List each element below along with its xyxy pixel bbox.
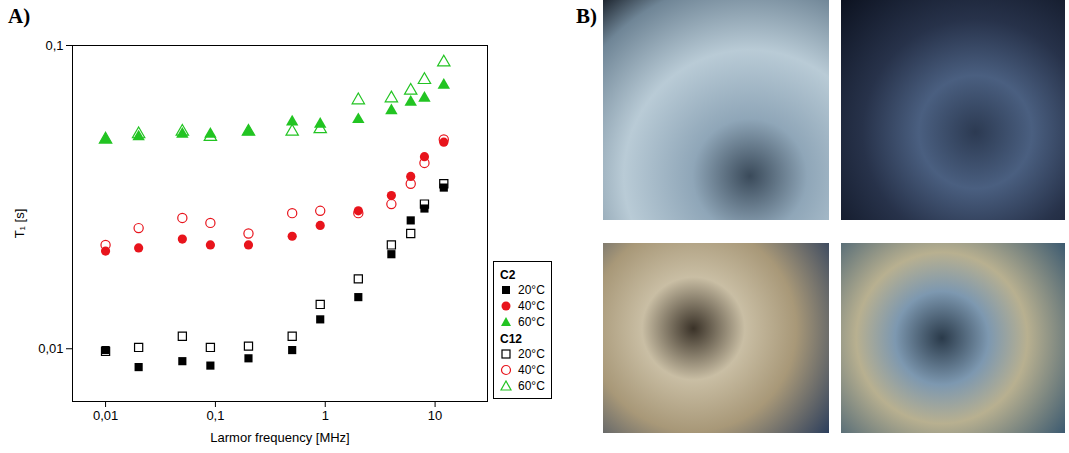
svg-text:0,1: 0,1 [45, 38, 63, 53]
svg-text:T₁ [s]: T₁ [s] [12, 209, 27, 239]
html-text:60°C: 60°C [518, 315, 545, 329]
svg-text:0,1: 0,1 [206, 408, 224, 423]
svg-text:1: 1 [322, 408, 329, 423]
svg-text:10: 10 [428, 408, 442, 423]
html-text:C12: C12 [500, 332, 522, 346]
html-text:A): A) [8, 4, 31, 28]
html-text:40°C: 40°C [518, 363, 545, 377]
html-text:60°C: 60°C [518, 379, 545, 393]
html-text:C2: C2 [500, 268, 516, 282]
html-text:40°C: 40°C [518, 299, 545, 313]
html-text:20°C: 20°C [518, 347, 545, 361]
svg-text:0,01: 0,01 [93, 408, 118, 423]
html-text:20°C: 20°C [518, 283, 545, 297]
html-text:B): B) [576, 4, 597, 28]
svg-text:Larmor frequency [MHz]: Larmor frequency [MHz] [210, 430, 349, 445]
svg-text:0,01: 0,01 [38, 341, 63, 356]
